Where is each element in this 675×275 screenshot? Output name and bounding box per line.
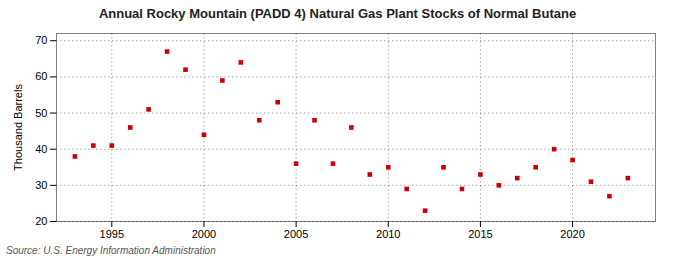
html-text:Source: U.S. Energy Informatio: Source: U.S. Energy Information Administ… — [6, 245, 216, 256]
svg-text:2015: 2015 — [468, 228, 492, 240]
svg-text:70: 70 — [35, 34, 47, 46]
svg-text:2000: 2000 — [192, 228, 216, 240]
svg-text:2010: 2010 — [376, 228, 400, 240]
svg-text:50: 50 — [35, 107, 47, 119]
svg-text:2005: 2005 — [284, 228, 308, 240]
svg-text:40: 40 — [35, 143, 47, 155]
svg-text:30: 30 — [35, 179, 47, 191]
html-text:Annual Rocky Mountain (PADD 4): Annual Rocky Mountain (PADD 4) Natural G… — [98, 6, 577, 21]
svg-text:Thousand Barrels: Thousand Barrels — [12, 84, 24, 171]
svg-text:60: 60 — [35, 70, 47, 82]
svg-text:1995: 1995 — [100, 228, 124, 240]
svg-text:2020: 2020 — [560, 228, 584, 240]
svg-text:20: 20 — [35, 215, 47, 227]
